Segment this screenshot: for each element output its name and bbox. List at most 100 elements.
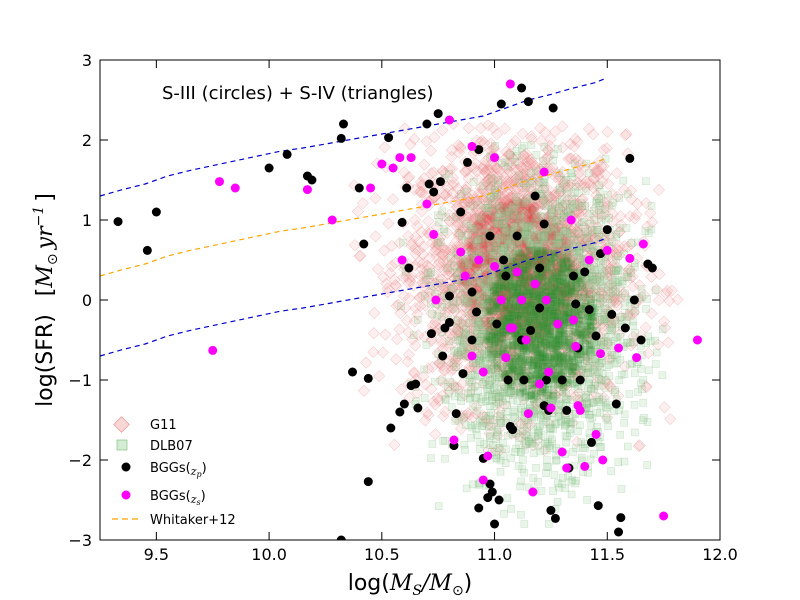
dlb07-point (438, 376, 447, 385)
g11-point (551, 339, 564, 352)
g11-point (510, 368, 523, 381)
g11-point (509, 342, 522, 355)
g11-point (519, 221, 532, 234)
g11-point (557, 245, 570, 258)
dlb07-point (547, 354, 555, 363)
g11-point (571, 204, 584, 217)
g11-point (589, 271, 602, 284)
dlb07-point (455, 229, 464, 237)
g11-point (539, 391, 552, 404)
g11-point (562, 365, 575, 378)
g11-point (417, 240, 430, 253)
dlb07-point (643, 295, 651, 303)
dlb07-point (542, 463, 551, 471)
g11-point (488, 325, 501, 338)
dlb07-point (457, 397, 465, 406)
g11-point (552, 233, 565, 246)
g11-point (459, 409, 472, 422)
dlb07-point (603, 415, 612, 424)
g11-point (487, 350, 500, 363)
g11-point (514, 238, 527, 251)
g11-point (518, 239, 531, 252)
dlb07-point (461, 258, 470, 267)
dlb07-point (524, 437, 533, 445)
g11-point (574, 252, 587, 266)
dlb07-point (645, 366, 653, 375)
dlb07-point (590, 215, 598, 224)
g11-point (548, 214, 561, 227)
dlb07-point (485, 345, 493, 354)
g11-point (571, 332, 584, 345)
g11-point (524, 214, 538, 227)
dlb07-point (476, 438, 484, 446)
g11-point (559, 281, 572, 294)
g11-point (521, 282, 534, 295)
dlb07-point (439, 225, 448, 233)
dlb07-point (607, 467, 615, 475)
dlb07-point (581, 227, 589, 236)
dlb07-point (538, 387, 547, 396)
dlb07-point (558, 357, 567, 365)
g11-point (436, 248, 449, 261)
g11-point (519, 196, 532, 209)
dlb07-point (629, 321, 637, 330)
dlb07-point (574, 427, 582, 436)
g11-point (592, 165, 605, 178)
g11-point (501, 300, 514, 313)
g11-point (413, 185, 426, 198)
g11-point (527, 212, 540, 225)
g11-point (505, 254, 518, 268)
g11-point (470, 230, 483, 243)
g11-point (475, 215, 488, 228)
g11-point (549, 186, 562, 199)
g11-point (536, 328, 549, 341)
g11-point (430, 249, 443, 262)
dlb07-point (631, 428, 639, 437)
dlb07-point (658, 325, 667, 333)
g11-point (474, 217, 487, 230)
g11-point (535, 269, 548, 282)
g11-point (458, 236, 471, 249)
g11-point (525, 247, 538, 260)
g11-point (446, 245, 459, 259)
dlb07-point (532, 213, 540, 222)
dlb07-point (541, 248, 550, 256)
dlb07-point (539, 334, 547, 342)
dlb07-point (596, 443, 604, 451)
dlb07-point (431, 377, 439, 386)
g11-point (564, 227, 577, 240)
g11-point (566, 289, 579, 302)
g11-point (603, 269, 616, 282)
g11-point (544, 228, 557, 241)
g11-point (480, 244, 493, 257)
dlb07-point (587, 384, 596, 393)
dlb07-point (604, 338, 612, 347)
g11-point (571, 252, 585, 265)
g11-point (489, 362, 502, 375)
dlb07-point (644, 229, 653, 237)
dlb07-point (622, 224, 631, 232)
dlb07-point (634, 388, 642, 396)
g11-point (400, 314, 413, 327)
g11-point (423, 285, 436, 298)
dlb07-point (553, 479, 562, 487)
dlb07-point (443, 300, 452, 309)
g11-point (515, 170, 528, 183)
dlb07-point (517, 510, 525, 519)
g11-point (436, 389, 449, 402)
g11-point (512, 415, 525, 428)
g11-point (516, 278, 529, 291)
g11-point (479, 238, 492, 251)
g11-point (611, 288, 624, 301)
g11-point (478, 346, 492, 359)
dlb07-point (617, 485, 626, 493)
g11-point (509, 255, 522, 268)
dlb07-point (574, 355, 583, 364)
g11-point (501, 167, 514, 180)
g11-point (589, 318, 602, 331)
dlb07-point (546, 431, 554, 440)
dlb07-point (642, 177, 650, 185)
g11-point (400, 270, 413, 283)
dlb07-point (461, 329, 470, 338)
g11-point (508, 350, 521, 363)
